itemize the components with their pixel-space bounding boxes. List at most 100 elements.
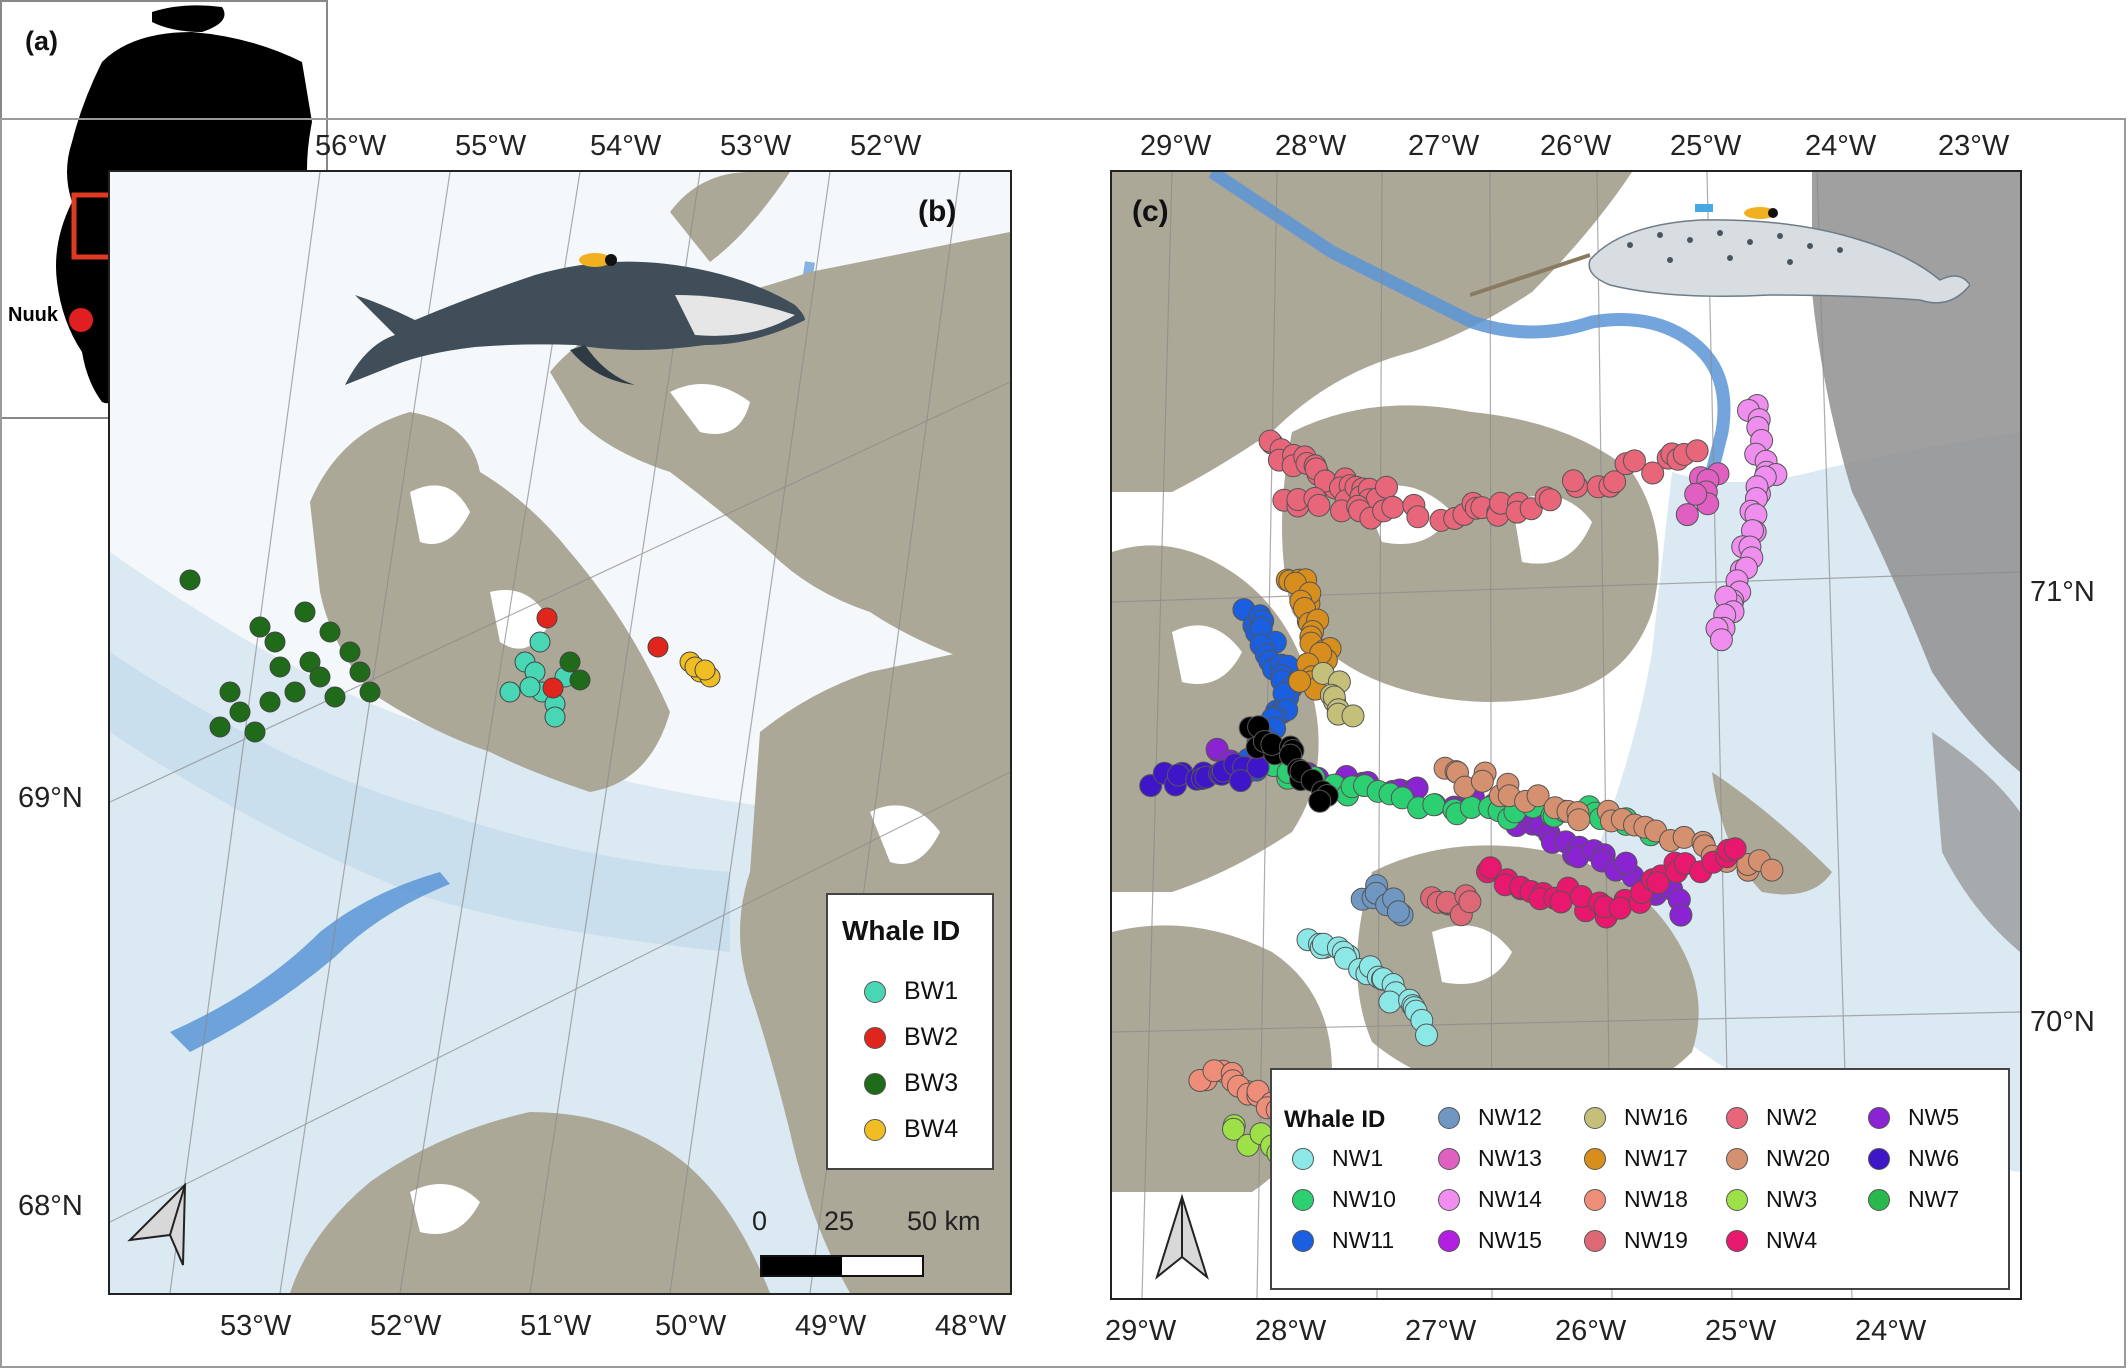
nw-track-point (1603, 470, 1627, 494)
panel-b-lon-bottom-5: 48°W (935, 1310, 1007, 1342)
nw-track-point (1381, 495, 1405, 519)
bw-track-point (536, 607, 558, 629)
nw-track-point (1549, 890, 1573, 914)
bw-track-point (269, 656, 291, 678)
panel-b-legend: Whale ID BW1 BW2 BW3 BW4 (826, 893, 994, 1170)
panel-b-legend-title: Whale ID (842, 915, 961, 946)
legend-item-bw3: BW3 (864, 1069, 958, 1098)
panel-c-lon-top-6: 23°W (1938, 130, 2010, 162)
panel-c-lon-bottom-5: 24°W (1855, 1315, 1927, 1347)
legend-item-nw14: NW14 (1438, 1186, 1542, 1213)
legend-swatch (1438, 1147, 1460, 1170)
legend-swatch (1438, 1106, 1460, 1129)
panel-a-label: (a) (25, 26, 58, 56)
legend-item-nw7: NW7 (1868, 1186, 1959, 1213)
legend-item-nw5: NW5 (1868, 1104, 1959, 1131)
nw-track-point (1669, 903, 1693, 927)
legend-label: NW19 (1624, 1227, 1688, 1253)
panel-b-lon-bottom-3: 50°W (655, 1310, 727, 1342)
bw-track-point (694, 659, 716, 681)
narwhal-illustration (1470, 204, 1970, 304)
legend-label: NW3 (1766, 1186, 1818, 1212)
panel-c-lon-bottom-0: 29°W (1105, 1315, 1177, 1347)
panel-c-lon-top-1: 28°W (1275, 130, 1347, 162)
bw-track-point (284, 681, 306, 703)
nw-track-point (1614, 851, 1638, 875)
legend-swatch (864, 980, 886, 1003)
bw-track-point (259, 691, 281, 713)
panel-b-lon-bottom-4: 49°W (795, 1310, 867, 1342)
nw-track-point (1760, 858, 1784, 882)
legend-swatch (1868, 1106, 1890, 1129)
nw-track-point (1646, 871, 1670, 895)
panel-b-lon-top-3: 53°W (720, 130, 792, 162)
bw-track-point (244, 721, 266, 743)
legend-item-nw10: NW10 (1292, 1186, 1396, 1213)
legend-item-nw4: NW4 (1726, 1227, 1817, 1254)
legend-item-nw20: NW20 (1726, 1145, 1830, 1172)
legend-label: NW1 (1332, 1145, 1384, 1171)
legend-item-bw1: BW1 (864, 977, 958, 1006)
legend-item-nw19: NW19 (1584, 1227, 1688, 1254)
panel-c-lat-1: 70°N (2030, 1006, 2095, 1038)
panel-c-label: (c) (1132, 195, 1169, 228)
bw-track-point (179, 569, 201, 591)
scale-label-0: 0 (752, 1206, 768, 1236)
legend-swatch (1726, 1147, 1748, 1170)
nw-track-point (1684, 482, 1708, 506)
nuuk-marker (69, 308, 93, 332)
bw-track-point (229, 701, 251, 723)
bw-track-point (349, 661, 371, 683)
nuuk-label: Nuuk (8, 304, 58, 326)
nw-track-point (1641, 461, 1665, 485)
bw-track-point (542, 677, 564, 699)
legend-item-nw2: NW2 (1726, 1104, 1817, 1131)
legend-label: NW12 (1478, 1104, 1542, 1130)
nw-track-point (1623, 449, 1646, 473)
bw-track-point (647, 636, 669, 658)
legend-swatch (864, 1026, 886, 1049)
panel-c-lon-top-4: 25°W (1670, 130, 1742, 162)
bw-track-point (209, 716, 231, 738)
legend-label: NW16 (1624, 1104, 1688, 1130)
panel-c-lon-bottom-1: 28°W (1255, 1315, 1327, 1347)
panel-c-legend: Whale ID NW1 NW10 NW11 NW12 NW13 NW14 NW15 NW16… (1270, 1068, 2010, 1290)
nw-track-point (1288, 669, 1312, 693)
panel-b-lat-0: 69°N (18, 782, 83, 814)
scale-label-25: 25 (824, 1206, 855, 1236)
legend-item-nw18: NW18 (1584, 1186, 1688, 1213)
panel-c-lon-bottom-2: 27°W (1405, 1315, 1477, 1347)
legend-swatch (1868, 1188, 1890, 1211)
nw-track-point (1307, 493, 1331, 517)
legend-item-nw6: NW6 (1868, 1145, 1959, 1172)
panel-b-lon-bottom-2: 51°W (520, 1310, 592, 1342)
nw-track-point (1538, 488, 1562, 512)
legend-item-bw2: BW2 (864, 1023, 958, 1052)
legend-item-bw4: BW4 (864, 1115, 958, 1144)
bw-track-point (339, 641, 361, 663)
legend-swatch (1584, 1188, 1606, 1211)
legend-label: NW11 (1332, 1227, 1395, 1253)
legend-label: NW13 (1478, 1145, 1542, 1171)
legend-label: NW6 (1908, 1145, 1960, 1171)
bw-track-point (519, 676, 541, 698)
legend-swatch (1292, 1147, 1314, 1170)
north-arrow-icon (127, 1182, 187, 1266)
panel-c-lon-top-2: 27°W (1408, 130, 1480, 162)
legend-swatch (1868, 1147, 1890, 1170)
panel-b-label: (b) (918, 195, 957, 228)
figure-frame (0, 118, 2126, 1368)
nw-track-point (1608, 896, 1632, 920)
panel-c-lat-0: 71°N (2030, 576, 2095, 608)
panel-c-lon-top-5: 24°W (1805, 130, 1877, 162)
legend-label: NW4 (1766, 1227, 1818, 1253)
panel-c-lon-top-0: 29°W (1140, 130, 1212, 162)
legend-label: BW4 (904, 1115, 959, 1143)
nw-track-point (1709, 628, 1733, 652)
panel-b-lon-top-4: 52°W (850, 130, 922, 162)
legend-swatch (1584, 1147, 1606, 1170)
nw-track-point (1526, 784, 1550, 808)
bw-track-point (359, 681, 381, 703)
nw-track-point (1675, 503, 1699, 527)
panel-c-legend-title: Whale ID (1284, 1106, 1386, 1133)
